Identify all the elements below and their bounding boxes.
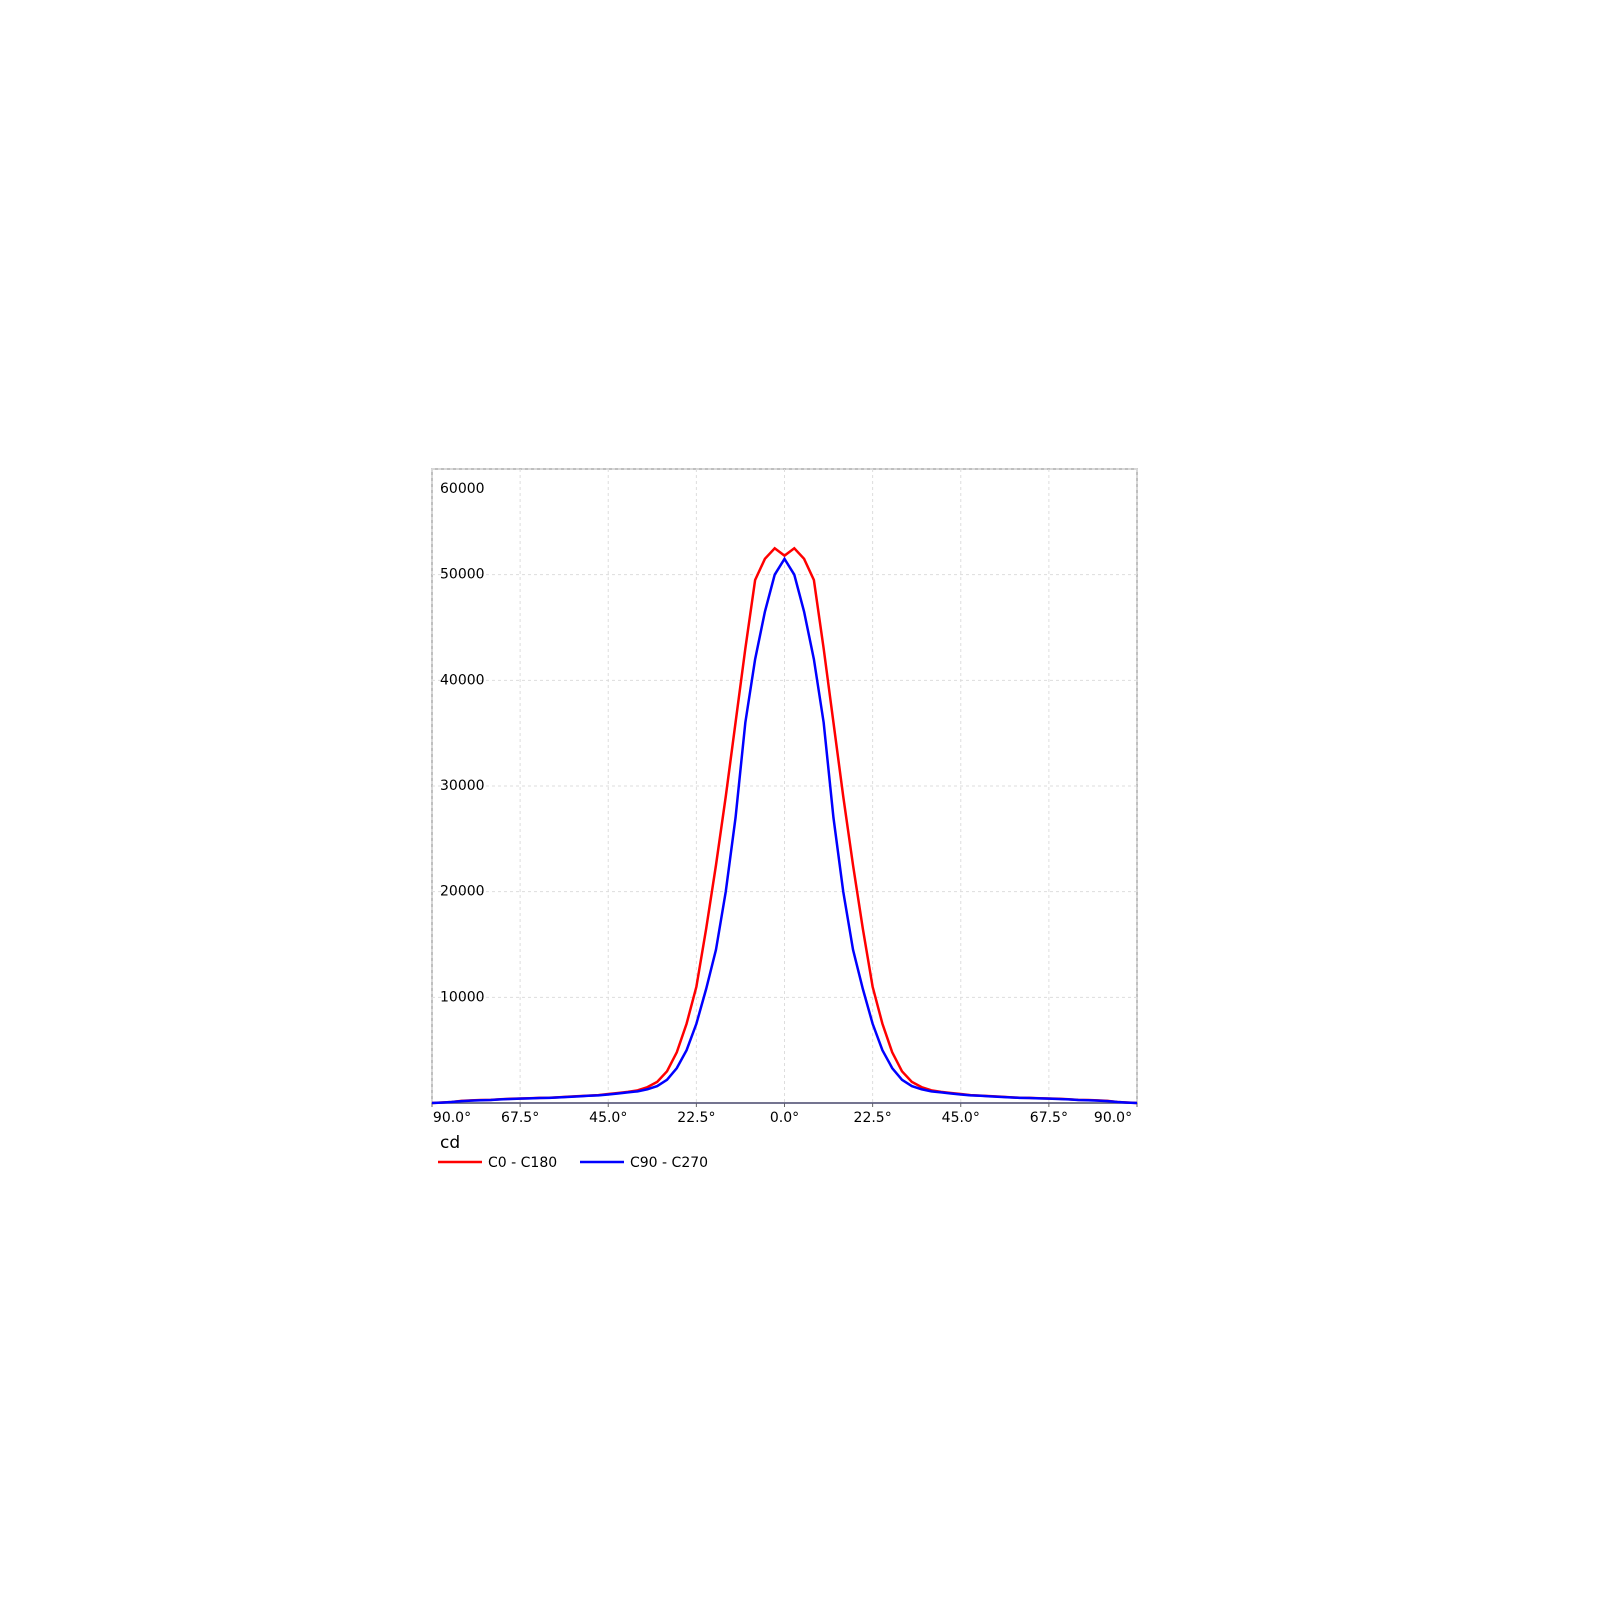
- x-tick-label: 22.5°: [677, 1110, 715, 1126]
- x-tick-label: 90.0°: [433, 1110, 471, 1126]
- y-tick-label: 50000: [440, 567, 485, 583]
- x-tick-label: 0.0°: [770, 1110, 799, 1126]
- x-tick-label: 67.5°: [501, 1110, 539, 1126]
- legend-label: C0 - C180: [488, 1155, 557, 1171]
- y-axis-unit: cd: [440, 1133, 460, 1153]
- y-tick-label: 60000: [440, 481, 485, 497]
- series-line: [431, 556, 1138, 1105]
- legend-label: C90 - C270: [630, 1155, 708, 1171]
- x-tick-label: 90.0°: [1094, 1110, 1132, 1126]
- x-tick-label: 67.5°: [1030, 1110, 1068, 1126]
- x-tick-label: 22.5°: [854, 1110, 892, 1126]
- plot-area: [431, 468, 1138, 1104]
- y-tick-label: 40000: [440, 672, 485, 688]
- x-tick-label: 45.0°: [589, 1110, 627, 1126]
- y-tick-label: 10000: [440, 989, 485, 1005]
- x-tick-label: 45.0°: [942, 1110, 980, 1126]
- y-tick-label: 20000: [440, 884, 485, 900]
- y-tick-label: 30000: [440, 778, 485, 794]
